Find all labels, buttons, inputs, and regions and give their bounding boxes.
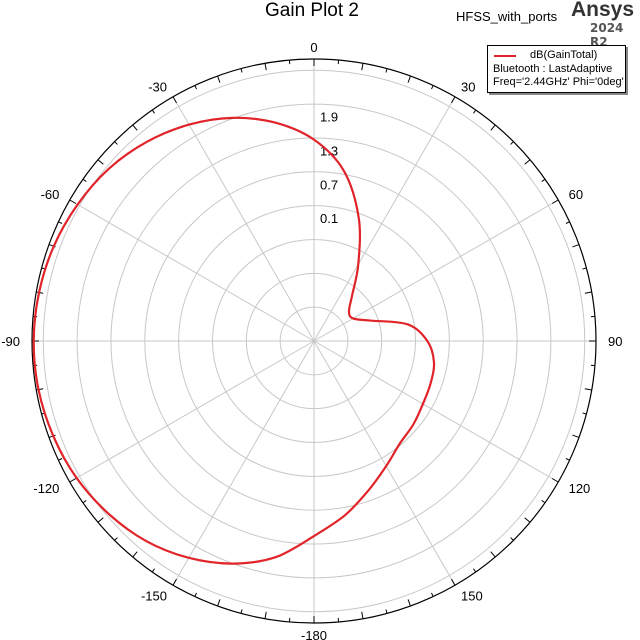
tick-mark bbox=[132, 124, 138, 131]
tick-mark bbox=[551, 478, 559, 483]
grid-spoke bbox=[313, 340, 456, 586]
brand-logo: Ansys bbox=[571, 0, 635, 21]
tick-mark bbox=[565, 221, 570, 224]
tick-mark bbox=[217, 75, 221, 83]
chart-title: Gain Plot 2 bbox=[265, 0, 359, 21]
tick-mark bbox=[69, 478, 77, 483]
tick-mark bbox=[431, 592, 434, 597]
tick-mark bbox=[240, 609, 243, 614]
tick-mark bbox=[361, 611, 364, 619]
tick-mark bbox=[151, 109, 155, 114]
radial-tick-label: 1.9 bbox=[320, 110, 338, 125]
tick-mark bbox=[132, 551, 138, 558]
radial-tick-label: 0.1 bbox=[320, 211, 338, 226]
tick-mark bbox=[385, 68, 388, 73]
tick-mark bbox=[584, 388, 592, 391]
grid-spoke bbox=[313, 96, 456, 342]
angle-tick-label: -90 bbox=[1, 334, 20, 349]
legend-swatch bbox=[494, 55, 516, 57]
angle-tick-label: 150 bbox=[461, 589, 483, 604]
tick-mark bbox=[407, 599, 411, 607]
tick-mark bbox=[584, 291, 592, 294]
tick-mark bbox=[451, 578, 456, 586]
tick-mark bbox=[572, 244, 580, 248]
tick-mark bbox=[69, 199, 77, 204]
tick-mark bbox=[431, 85, 434, 90]
tick-mark bbox=[82, 500, 87, 504]
tick-mark bbox=[58, 221, 63, 224]
tick-mark bbox=[582, 267, 587, 270]
tick-mark bbox=[264, 611, 267, 619]
grid-spoke bbox=[69, 199, 315, 342]
tick-mark bbox=[572, 434, 580, 438]
tick-mark bbox=[58, 458, 63, 461]
angle-tick-label: -30 bbox=[148, 79, 167, 94]
grid-spoke bbox=[313, 340, 559, 483]
tick-mark bbox=[407, 75, 411, 83]
grid-spoke bbox=[172, 340, 315, 586]
tick-mark bbox=[194, 592, 197, 597]
tick-mark bbox=[510, 537, 514, 541]
tick-mark bbox=[510, 141, 514, 145]
legend-entry[interactable]: dB(GainTotal) bbox=[488, 49, 625, 62]
grid-spoke bbox=[313, 199, 559, 342]
tick-mark bbox=[97, 159, 104, 165]
tick-mark bbox=[582, 412, 587, 415]
tick-mark bbox=[114, 537, 118, 541]
tick-mark bbox=[524, 159, 531, 165]
tick-mark bbox=[172, 578, 177, 586]
series-trace[interactable] bbox=[32, 116, 436, 565]
angle-tick-label: -180 bbox=[301, 628, 327, 640]
tick-mark bbox=[490, 124, 496, 131]
angle-tick-label: -120 bbox=[33, 481, 59, 496]
tick-mark bbox=[541, 178, 546, 182]
tick-mark bbox=[385, 609, 388, 614]
tick-mark bbox=[565, 458, 570, 461]
tick-mark bbox=[240, 68, 243, 73]
traces[interactable] bbox=[32, 116, 436, 565]
grid-spoke bbox=[172, 96, 315, 342]
legend-series-name: dB(GainTotal) bbox=[530, 49, 598, 61]
radial-tick-label: 0.7 bbox=[320, 177, 338, 192]
tick-mark bbox=[490, 551, 496, 558]
legend-solution-label: Bluetooth : LastAdaptive bbox=[493, 63, 613, 75]
tick-mark bbox=[451, 96, 456, 104]
tick-mark bbox=[97, 517, 104, 523]
tick-mark bbox=[473, 568, 477, 573]
tick-mark bbox=[541, 500, 546, 504]
tick-mark bbox=[551, 199, 559, 204]
tick-mark bbox=[82, 178, 87, 182]
grid-spoke bbox=[69, 340, 315, 483]
angle-tick-label: 30 bbox=[461, 79, 475, 94]
project-name: HFSS_with_ports bbox=[456, 9, 558, 24]
tick-mark bbox=[151, 568, 155, 573]
tick-mark bbox=[524, 517, 531, 523]
angle-tick-label: 60 bbox=[569, 187, 583, 202]
angle-tick-label: -60 bbox=[41, 187, 60, 202]
outer-tick-marks bbox=[32, 59, 596, 623]
angle-tick-label: 90 bbox=[608, 334, 622, 349]
tick-mark bbox=[217, 599, 221, 607]
angle-tick-label: -150 bbox=[141, 589, 167, 604]
tick-mark bbox=[361, 63, 364, 71]
tick-mark bbox=[194, 85, 197, 90]
angle-tick-label: 0 bbox=[310, 40, 317, 55]
tick-labels: 0 30 60 90 120 150 -180 -150 -120 -90 -60 -30 0.1 0.7… bbox=[1, 40, 622, 640]
legend[interactable]: dB(GainTotal) Bluetooth : LastAdaptive F… bbox=[487, 45, 626, 93]
tick-mark bbox=[264, 63, 267, 71]
angle-tick-label: 120 bbox=[569, 481, 591, 496]
legend-variation-label: Freq='2.44GHz' Phi='0deg' bbox=[493, 76, 624, 88]
tick-mark bbox=[473, 109, 477, 114]
tick-mark bbox=[114, 141, 118, 145]
tick-mark bbox=[172, 96, 177, 104]
